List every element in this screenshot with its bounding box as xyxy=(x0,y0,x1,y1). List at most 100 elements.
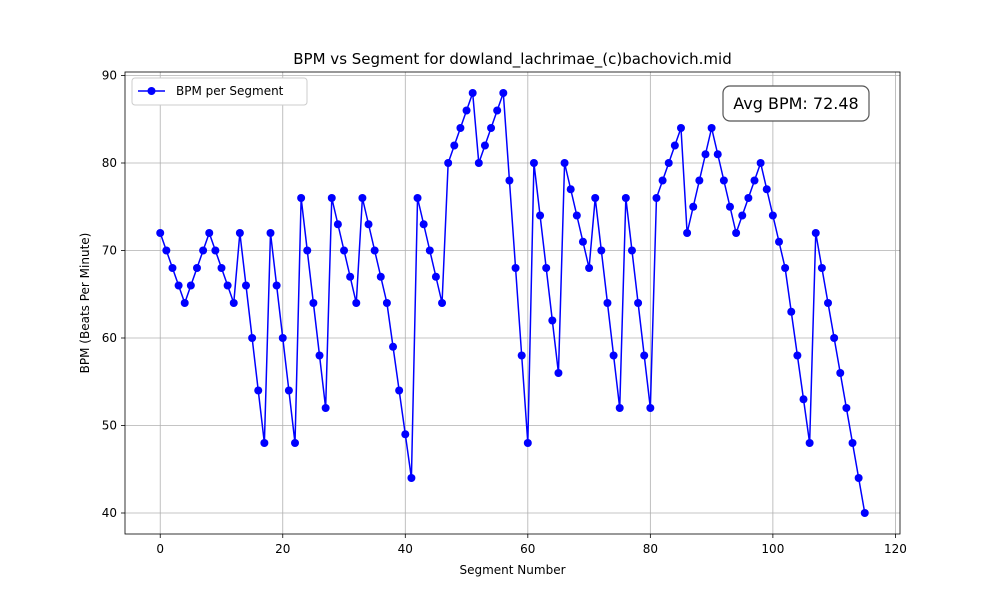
data-point xyxy=(327,194,336,202)
legend-frame xyxy=(131,77,308,106)
data-point xyxy=(340,246,349,255)
data-point xyxy=(738,211,747,220)
data-point xyxy=(627,246,636,255)
data-point xyxy=(658,176,667,185)
data-point xyxy=(744,194,753,202)
data-point xyxy=(156,229,165,237)
data-point xyxy=(536,211,545,220)
data-point xyxy=(860,509,869,517)
data-point xyxy=(640,351,649,360)
data-point xyxy=(836,369,845,377)
data-point xyxy=(401,430,410,439)
annotation-text: Avg BPM: 72.48 xyxy=(733,94,858,113)
data-point xyxy=(701,150,710,159)
data-point xyxy=(664,159,673,167)
data-point xyxy=(615,404,624,412)
x-tick-label: 80 xyxy=(643,542,658,556)
data-point xyxy=(199,246,208,255)
y-tick-label: 80 xyxy=(102,156,117,170)
data-point xyxy=(824,299,833,307)
data-point xyxy=(487,124,496,132)
data-point xyxy=(597,246,606,255)
data-point xyxy=(284,386,293,395)
data-point xyxy=(529,159,538,167)
data-point xyxy=(707,124,716,132)
data-point xyxy=(799,395,808,404)
data-point xyxy=(817,264,826,272)
data-point xyxy=(750,176,759,185)
data-point xyxy=(609,351,618,360)
data-point xyxy=(333,220,342,229)
data-point xyxy=(493,106,502,115)
data-point xyxy=(174,281,183,290)
data-point xyxy=(303,246,312,255)
data-point xyxy=(505,176,514,185)
data-point xyxy=(713,150,722,159)
data-point xyxy=(278,334,287,342)
data-point xyxy=(848,439,857,447)
data-point xyxy=(566,185,575,194)
data-point xyxy=(781,264,790,272)
data-point xyxy=(652,194,661,202)
data-point xyxy=(621,194,630,202)
data-point xyxy=(346,272,355,281)
data-point xyxy=(168,264,177,272)
data-point xyxy=(364,220,373,229)
data-point xyxy=(762,185,771,194)
data-point xyxy=(676,124,685,132)
chart-title: BPM vs Segment for dowland_lachrimae_(c)… xyxy=(293,50,731,69)
plot-area xyxy=(125,72,900,534)
y-axis-label: BPM (Beats Per Minute) xyxy=(78,233,92,374)
data-point xyxy=(719,176,728,185)
data-point xyxy=(431,272,440,281)
data-point xyxy=(468,89,477,97)
data-point xyxy=(395,386,404,395)
y-tick-label: 60 xyxy=(102,331,117,345)
data-point xyxy=(830,334,839,342)
y-tick-label: 90 xyxy=(102,69,117,83)
data-point xyxy=(646,404,655,412)
data-point xyxy=(438,299,447,307)
y-tick-label: 40 xyxy=(102,506,117,520)
x-tick-label: 20 xyxy=(275,542,290,556)
data-point xyxy=(272,281,281,290)
axis-ticks: 0 20 40 60 80 100 120 40 50 60 70 80 90 xyxy=(102,69,907,557)
annotation-box xyxy=(722,85,870,122)
data-point xyxy=(689,202,698,211)
y-tick-label: 70 xyxy=(102,244,117,258)
data-point xyxy=(542,264,551,272)
data-point xyxy=(266,229,275,237)
data-point xyxy=(480,141,489,150)
grid xyxy=(125,72,900,534)
data-point xyxy=(634,299,643,307)
data-point xyxy=(413,194,422,202)
data-point xyxy=(842,404,851,412)
data-point xyxy=(756,159,765,167)
data-point xyxy=(297,194,306,202)
legend: BPM per Segment xyxy=(131,77,308,106)
average-annotation: Avg BPM: 72.48 xyxy=(722,85,870,122)
data-point xyxy=(499,89,508,97)
data-point xyxy=(670,141,679,150)
data-point xyxy=(775,237,784,246)
data-point xyxy=(376,272,385,281)
data-point xyxy=(358,194,367,202)
data-point xyxy=(548,316,557,325)
data-point xyxy=(517,351,526,360)
data-point xyxy=(725,202,734,211)
data-point xyxy=(254,386,263,395)
x-tick-label: 40 xyxy=(398,542,413,556)
data-point xyxy=(217,264,226,272)
data-point xyxy=(768,211,777,220)
data-point xyxy=(805,439,814,447)
legend-marker-swatch xyxy=(147,87,156,95)
x-tick-label: 120 xyxy=(884,542,907,556)
data-point xyxy=(419,220,428,229)
data-point xyxy=(523,439,532,447)
data-point xyxy=(205,229,214,237)
data-point xyxy=(811,229,820,237)
data-point xyxy=(211,246,220,255)
data-point xyxy=(315,351,324,360)
data-point xyxy=(854,474,863,482)
data-point xyxy=(450,141,459,150)
